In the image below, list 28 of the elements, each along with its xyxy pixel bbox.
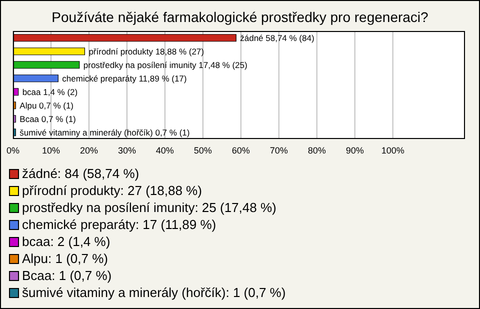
x-tick-label: 90%	[346, 145, 364, 156]
x-tick-label: 40%	[156, 145, 174, 156]
x-tick-label: 0%	[6, 145, 20, 156]
category-label: chemické preparáty 11,89 % (17)	[62, 73, 187, 84]
category-label: přírodní produkty 18,88 % (27)	[88, 46, 204, 56]
x-tick-label: 70%	[270, 145, 288, 156]
category-label: Alpu 0,7 % (1)	[20, 100, 74, 110]
text: chemické preparáty: 17 (11,89 %)	[22, 217, 216, 232]
text: bcaa: 2 (1,4 %)	[22, 234, 110, 249]
category-label: prostředky na posílení imunity 17,48 % (25)	[83, 60, 248, 70]
category-label: šumivé vitaminy a minerály (hořčík) 0,7 % (1)	[20, 127, 190, 138]
text: šumivé vitaminy a minerály (hořčík): 1 (0,7 %)	[22, 285, 286, 300]
text: přírodní produkty: 27 (18,88 %)	[22, 183, 202, 198]
text: Alpu: 1 (0,7 %)	[22, 251, 108, 266]
category-label: žádné 58,74 % (84)	[240, 32, 314, 43]
x-tick-label: 30%	[118, 145, 136, 156]
category-label: bcaa 1,4 % (2)	[22, 86, 78, 97]
chart-title: Používáte nějaké farmakologické prostředky pro regeneraci?	[50, 9, 430, 27]
text: Bcaa: 1 (0,7 %)	[22, 268, 112, 283]
text: prostředky na posílení imunity: 25 (17,48 %)	[22, 200, 276, 215]
x-tick-label: 100%	[381, 145, 404, 156]
x-tick-label: 80%	[308, 145, 326, 156]
category-label: Bcaa 0,7 % (1)	[20, 114, 76, 124]
x-tick-label: 10%	[42, 145, 60, 156]
x-tick-label: 60%	[232, 145, 250, 156]
text: žádné: 84 (58,74 %)	[22, 166, 140, 181]
x-tick-label: 50%	[194, 145, 212, 156]
x-tick-label: 20%	[80, 145, 98, 156]
